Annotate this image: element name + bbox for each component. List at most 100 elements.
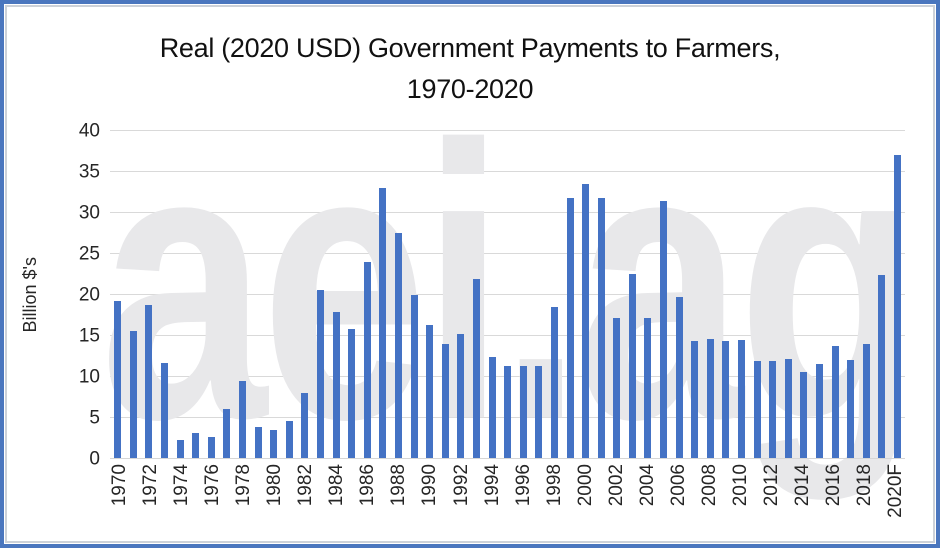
y-axis-title-wrap: Billion $'s xyxy=(20,131,41,459)
x-slot: 1972 xyxy=(140,464,162,528)
bar-slot xyxy=(687,131,703,459)
bar-1983 xyxy=(317,290,325,459)
bar-slot xyxy=(204,131,220,459)
bar-slot xyxy=(437,131,453,459)
bar-slot xyxy=(890,131,906,459)
bar-slot xyxy=(578,131,594,459)
bar-2013 xyxy=(784,358,792,459)
bar-slot xyxy=(344,131,360,459)
bar-2008 xyxy=(706,339,714,459)
bar-1997 xyxy=(535,366,543,459)
bar-slot xyxy=(718,131,734,459)
bar-slot xyxy=(562,131,578,459)
x-tick-label: 1990 xyxy=(419,464,441,507)
bar-1999 xyxy=(566,198,574,459)
bar-1998 xyxy=(550,307,558,459)
x-slot: 2004 xyxy=(636,464,658,528)
gridline xyxy=(110,171,905,172)
gridline xyxy=(110,335,905,336)
bar-1984 xyxy=(332,312,340,459)
bar-1993 xyxy=(472,279,480,459)
bar-2018 xyxy=(862,344,870,459)
x-slot: 1976 xyxy=(202,464,224,528)
x-slot xyxy=(502,464,514,528)
x-slot xyxy=(533,464,545,528)
chart-title-line1: Real (2020 USD) Government Payments to F… xyxy=(159,33,781,63)
x-slot: 1998 xyxy=(544,464,565,528)
x-slot: 1970 xyxy=(109,464,130,528)
x-slot: 1992 xyxy=(450,464,472,528)
bar-2009 xyxy=(722,340,730,459)
x-slot xyxy=(439,464,451,528)
bar-2012 xyxy=(769,360,777,459)
bar-1980 xyxy=(270,430,278,459)
y-axis-title: Billion $'s xyxy=(20,257,40,333)
x-slot: 1984 xyxy=(326,464,347,528)
x-slot: 1982 xyxy=(295,464,317,528)
y-tick-label: 5 xyxy=(89,407,100,429)
x-tick-label: 2004 xyxy=(636,464,658,507)
bar-slot xyxy=(656,131,672,459)
bar-slot xyxy=(515,131,531,459)
bar-slot xyxy=(328,131,344,459)
bar-1989 xyxy=(410,295,418,459)
bar-1988 xyxy=(394,232,402,459)
bar-1995 xyxy=(504,365,512,459)
bar-1996 xyxy=(519,366,527,459)
y-axis-tick-labels: 0 5 10 15 20 25 30 35 40 xyxy=(44,122,100,469)
x-tick-label: 1992 xyxy=(450,464,472,507)
bar-1992 xyxy=(457,333,465,459)
x-slot: 2016 xyxy=(823,464,845,528)
bar-slot xyxy=(827,131,843,459)
x-tick-label: 1970 xyxy=(109,464,130,507)
bar-1985 xyxy=(348,328,356,459)
bar-slot xyxy=(531,131,547,459)
bar-2014 xyxy=(800,372,808,459)
x-slot: 1990 xyxy=(419,464,441,528)
x-slot: 2020F xyxy=(885,464,907,528)
bar-slot xyxy=(313,131,329,459)
bar-slot xyxy=(749,131,765,459)
bar-series xyxy=(110,131,905,459)
bar-slot xyxy=(219,131,235,459)
x-slot: 2014 xyxy=(792,464,814,528)
bar-slot xyxy=(453,131,469,459)
y-tick-label: 0 xyxy=(89,448,100,470)
bar-slot xyxy=(640,131,656,459)
x-tick-label: 1994 xyxy=(481,464,503,507)
bar-2020F xyxy=(893,154,901,459)
bar-slot xyxy=(469,131,485,459)
x-tick-label: 2016 xyxy=(823,464,845,507)
x-slot xyxy=(564,464,576,528)
bar-2006 xyxy=(675,296,683,459)
x-tick-label: 1972 xyxy=(140,464,162,507)
x-tick-label: 2008 xyxy=(698,464,720,507)
x-tick-label: 1976 xyxy=(202,464,224,507)
bar-2016 xyxy=(831,345,839,459)
bar-slot xyxy=(406,131,422,459)
bar-1981 xyxy=(285,421,293,459)
bar-slot xyxy=(266,131,282,459)
x-tick-label: 1978 xyxy=(233,464,255,507)
chart-title-line2: 1970-2020 xyxy=(406,74,534,104)
bar-1970 xyxy=(114,300,122,459)
x-slot: 1978 xyxy=(233,464,255,528)
bar-2001 xyxy=(597,198,605,459)
bar-slot xyxy=(500,131,516,459)
x-tick-label: 2014 xyxy=(792,464,814,507)
bar-1972 xyxy=(145,304,153,459)
gridline xyxy=(110,294,905,295)
x-tick-label: 2000 xyxy=(574,464,596,507)
bar-slot xyxy=(625,131,641,459)
bar-slot xyxy=(391,131,407,459)
chart-title: Real (2020 USD) Government Payments to F… xyxy=(4,28,936,110)
bar-slot xyxy=(126,131,142,459)
gridline xyxy=(110,212,905,213)
bar-slot xyxy=(547,131,563,459)
bar-1977 xyxy=(223,408,231,459)
x-tick-label: 2020F xyxy=(885,464,907,518)
x-tick-label: 1982 xyxy=(295,464,317,507)
bar-2007 xyxy=(691,340,699,459)
x-slot: 2018 xyxy=(854,464,875,528)
x-tick-label: 1988 xyxy=(388,464,410,507)
